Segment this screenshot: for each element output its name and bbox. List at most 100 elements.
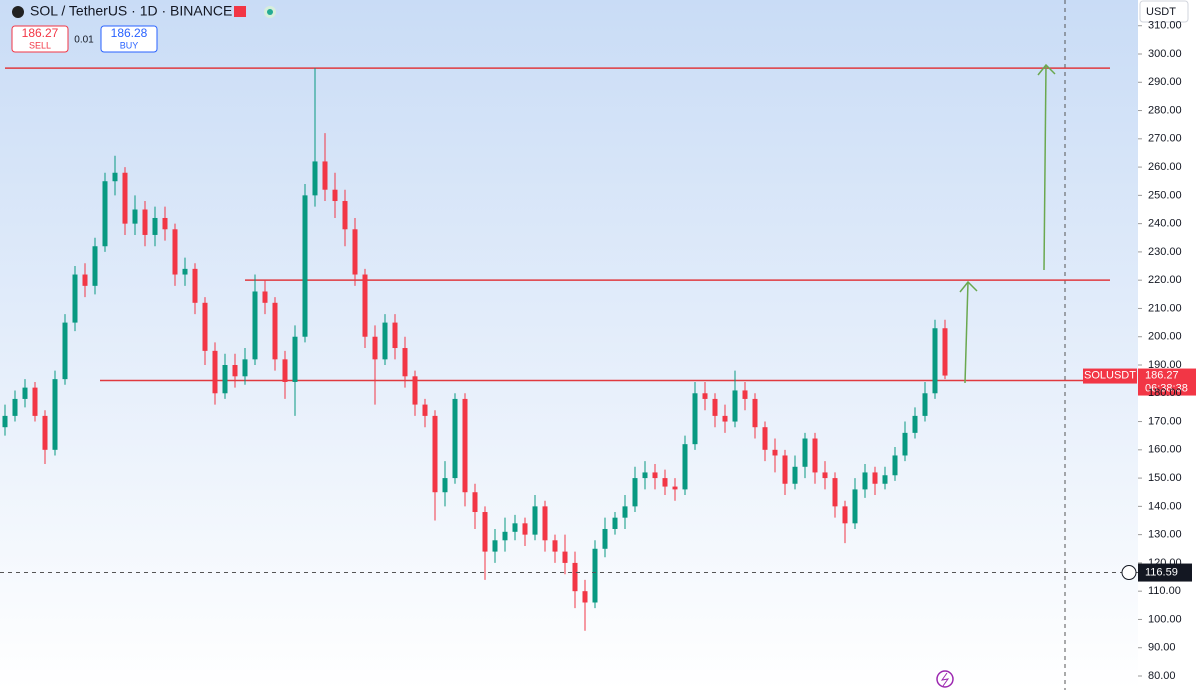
- candle-body: [812, 438, 818, 473]
- candle-body: [142, 209, 148, 235]
- candle-body: [392, 322, 398, 349]
- candle-body: [762, 427, 768, 450]
- candle-body: [512, 523, 518, 532]
- candle-body: [252, 291, 258, 360]
- candle-body: [342, 201, 348, 230]
- y-tick-label: 230.00: [1148, 246, 1182, 258]
- logo: [12, 6, 24, 18]
- candle-body: [12, 398, 18, 416]
- candle-body: [672, 486, 678, 490]
- candle-body: [32, 387, 38, 416]
- candle-body: [412, 376, 418, 405]
- arrow-head: [959, 280, 978, 293]
- candle-body: [802, 438, 808, 467]
- buy-box[interactable]: [100, 25, 158, 53]
- candle-body: [622, 506, 628, 518]
- crosshair-label: 116.59: [1145, 566, 1178, 578]
- candle-body: [292, 336, 298, 382]
- y-tick-label: 160.00: [1148, 444, 1182, 456]
- candle-body: [892, 455, 898, 476]
- candle-body: [732, 390, 738, 422]
- candle-body: [852, 489, 858, 524]
- currency-button[interactable]: USDT: [1139, 0, 1189, 23]
- buy-button[interactable]: 186.28 BUY: [100, 25, 158, 53]
- candle-body: [542, 506, 548, 541]
- candle-body: [182, 268, 188, 275]
- y-tick-label: 100.00: [1148, 613, 1182, 625]
- candle-body: [522, 523, 528, 535]
- candle-body: [752, 398, 758, 428]
- candle-body: [362, 274, 368, 337]
- candle-body: [882, 475, 888, 484]
- candle-body: [152, 217, 158, 235]
- y-tick-label: 180.00: [1148, 387, 1182, 399]
- candle-body: [322, 161, 328, 190]
- candle-body: [382, 322, 388, 360]
- candle-body: [842, 506, 848, 524]
- candle-body: [652, 472, 658, 479]
- candle-body: [22, 387, 28, 399]
- symbol-label: SOLUSDT: [1084, 369, 1136, 381]
- plot-background: [0, 0, 1138, 690]
- y-tick-label: 240.00: [1148, 218, 1182, 230]
- candle-body: [712, 398, 718, 416]
- candle-body: [832, 478, 838, 507]
- countdown: 06:38:38: [1145, 382, 1188, 394]
- candle-body: [192, 268, 198, 303]
- candle-body: [602, 528, 608, 549]
- candle-body: [722, 415, 728, 422]
- y-tick-label: 200.00: [1148, 331, 1182, 343]
- candle-body: [682, 444, 688, 490]
- y-tick-label: 270.00: [1148, 133, 1182, 145]
- candle-body: [82, 274, 88, 286]
- candle-body: [572, 562, 578, 592]
- currency-box[interactable]: [1139, 0, 1189, 23]
- candle-body: [172, 229, 178, 275]
- candle-body: [272, 302, 278, 360]
- candle-body: [222, 365, 228, 394]
- arrow: [1043, 64, 1047, 271]
- y-tick-label: 290.00: [1148, 76, 1182, 88]
- candle-body: [612, 517, 618, 529]
- candle-body: [62, 322, 68, 380]
- y-tick-label: 210.00: [1148, 302, 1182, 314]
- candle-body: [942, 328, 948, 376]
- y-tick-label: 130.00: [1148, 529, 1182, 541]
- candle-body: [232, 365, 238, 377]
- arrow-head: [1037, 63, 1056, 76]
- candle-body: [402, 348, 408, 377]
- candle-body: [202, 302, 208, 351]
- candle-body: [692, 393, 698, 445]
- buy-label: BUY: [120, 40, 139, 50]
- y-tick-label: 280.00: [1148, 104, 1182, 116]
- candle-body: [702, 393, 708, 399]
- arrow: [964, 281, 969, 384]
- flag-icon[interactable]: [234, 6, 246, 17]
- sell-button[interactable]: 186.27 SELL: [11, 25, 69, 53]
- candle-body: [462, 398, 468, 493]
- candle-body: [902, 432, 908, 456]
- candle-body: [112, 172, 118, 182]
- y-tick-label: 300.00: [1148, 48, 1182, 60]
- y-tick-label: 250.00: [1148, 189, 1182, 201]
- candle-body: [582, 591, 588, 603]
- sell-label: SELL: [29, 40, 51, 50]
- candle-body: [302, 195, 308, 337]
- sell-box[interactable]: [11, 25, 69, 53]
- last-price: 186.27: [1145, 369, 1179, 381]
- lightning-icon[interactable]: [936, 670, 954, 688]
- candle-body: [242, 359, 248, 377]
- y-tick-label: 260.00: [1148, 161, 1182, 173]
- candle-body: [162, 217, 168, 230]
- candle-body: [42, 415, 48, 450]
- candle-body: [52, 379, 58, 450]
- crosshair-add[interactable]: [1121, 565, 1137, 581]
- y-tick-label: 90.00: [1148, 642, 1176, 654]
- candle-body: [772, 449, 778, 456]
- candle-body: [932, 328, 938, 394]
- arrows: [959, 63, 1056, 384]
- y-tick-label: 80.00: [1148, 670, 1176, 682]
- candle-body: [502, 531, 508, 541]
- candle-body: [632, 478, 638, 507]
